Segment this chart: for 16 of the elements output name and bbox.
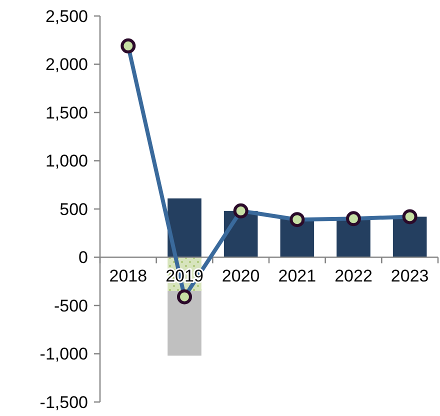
- y-tick-label: -1,500: [40, 392, 88, 412]
- x-tick-label: 2021: [278, 266, 316, 286]
- y-tick-label: 1,000: [45, 152, 88, 171]
- x-tick-label: 2020: [222, 266, 260, 286]
- y-tick-label: 2,500: [45, 6, 88, 26]
- bar: [168, 291, 202, 356]
- y-tick-label: 2,000: [45, 55, 88, 74]
- y-tick-label: 0: [78, 248, 88, 268]
- x-tick-label: 2022: [334, 266, 372, 286]
- bar: [168, 198, 202, 258]
- y-tick-label: -500: [54, 296, 88, 316]
- x-tick-label: 2023: [390, 266, 429, 286]
- x-tick-label: 2018: [109, 266, 148, 286]
- y-tick-label: 1,500: [45, 103, 88, 122]
- y-tick-label: 500: [60, 200, 88, 219]
- y-tick-label: -1,000: [40, 344, 88, 364]
